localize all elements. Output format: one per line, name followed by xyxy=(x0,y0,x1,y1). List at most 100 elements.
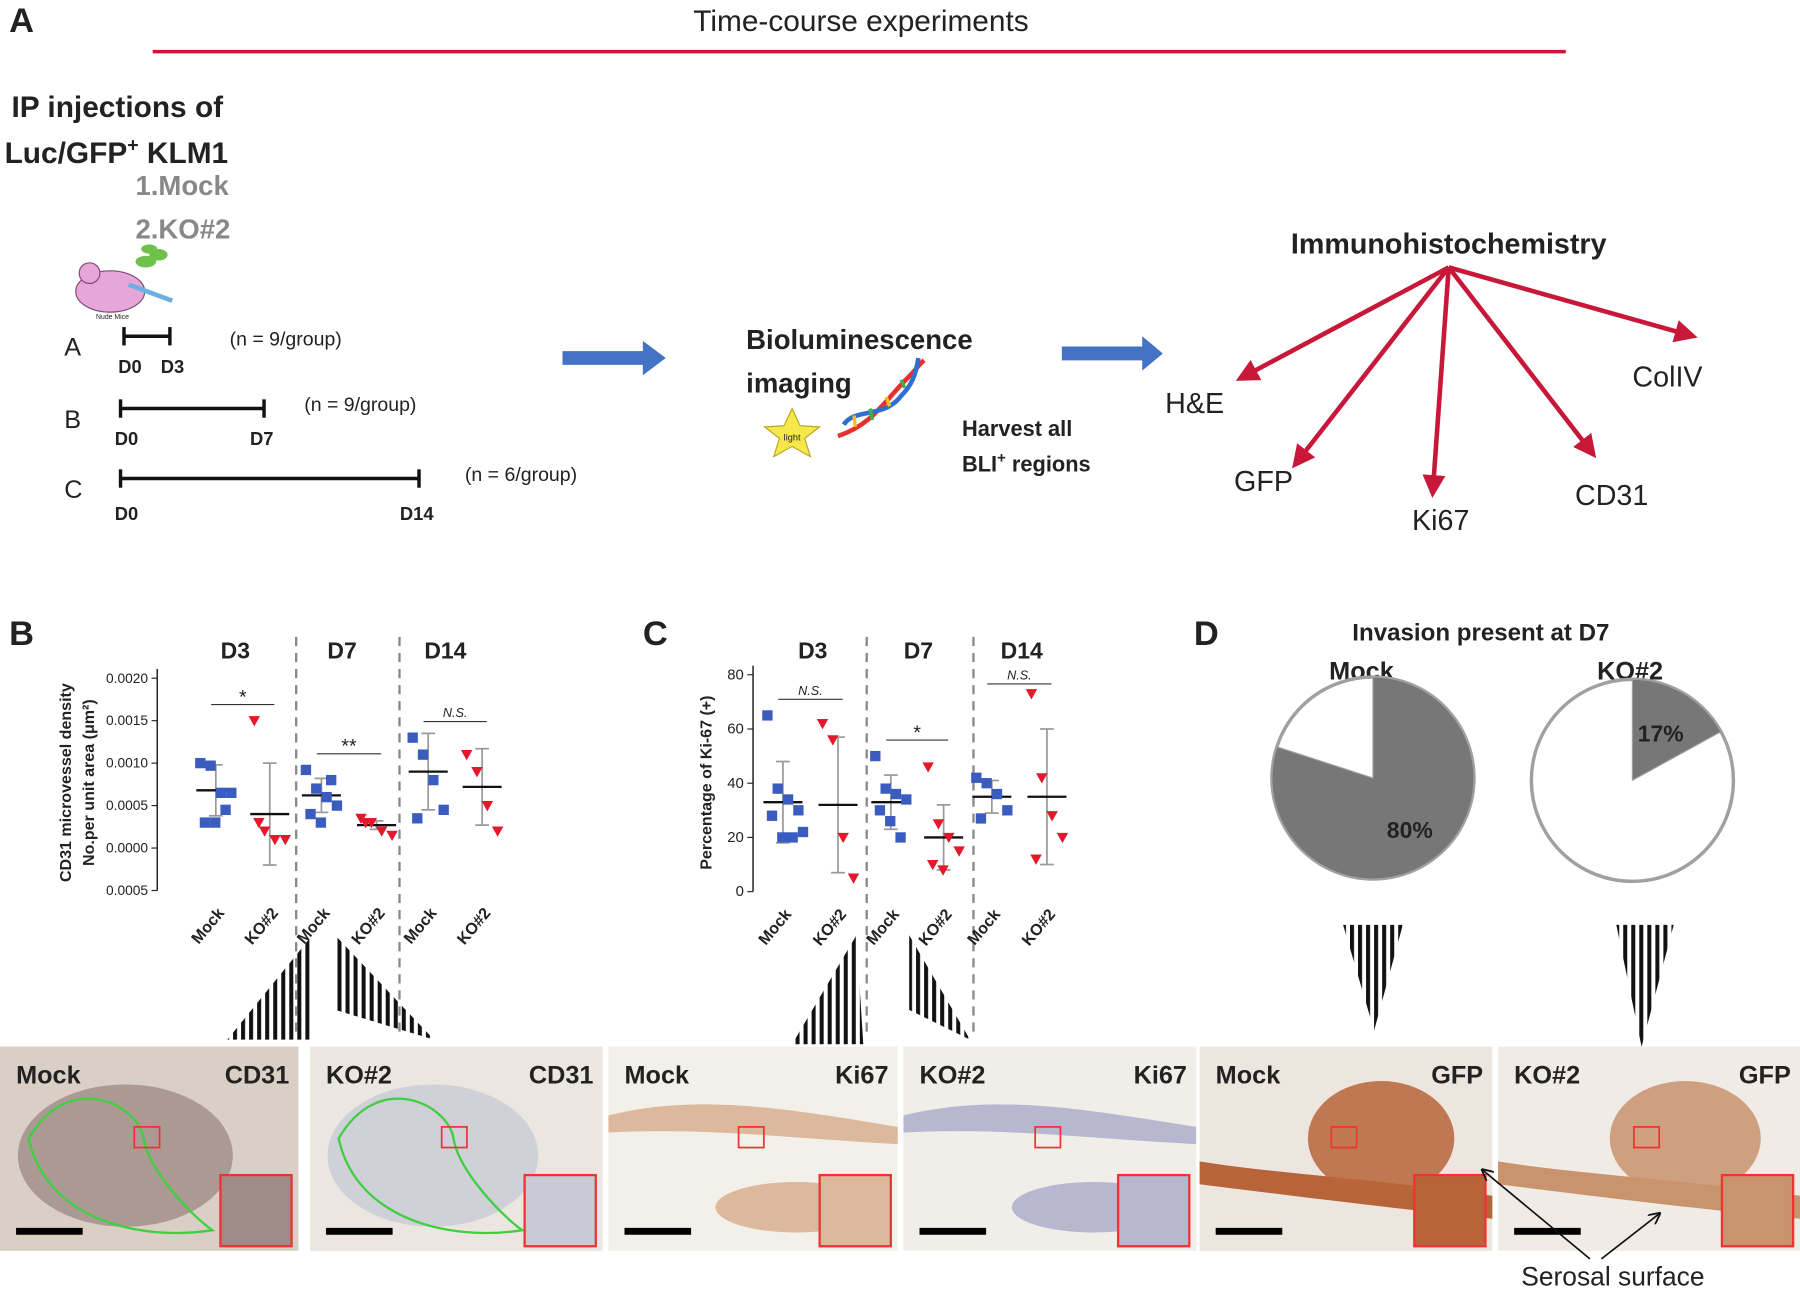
data-point xyxy=(880,783,891,794)
flow-arrow xyxy=(1061,336,1163,371)
data-point xyxy=(1046,811,1058,822)
ihc-arrow xyxy=(1448,265,1698,343)
data-point xyxy=(326,774,337,786)
annotation: Serosal surface xyxy=(1521,1261,1704,1291)
x-tick-label: Mock xyxy=(294,904,334,947)
data-point xyxy=(481,800,494,812)
data-point xyxy=(762,710,773,721)
y-axis-label: CD31 microvessel density xyxy=(57,683,75,882)
group-label: 1.Mock xyxy=(135,170,229,201)
dot-plot: C Percentage of Ki-67 (+) 0 20 40 60 80 D3 N.S. D… xyxy=(643,615,1069,1039)
inset xyxy=(818,1173,892,1248)
x-tick-label: KO#2 xyxy=(810,906,851,950)
pie-title: Invasion present at D7 xyxy=(1352,619,1609,646)
y-tick-label: 40 xyxy=(727,775,744,792)
ihc-target: ColIV xyxy=(1632,362,1703,394)
data-point xyxy=(300,764,312,776)
dna-icon xyxy=(837,357,926,439)
data-point xyxy=(460,750,473,761)
roi-box xyxy=(133,1126,161,1149)
data-point xyxy=(315,817,327,828)
data-point xyxy=(220,804,231,815)
data-point xyxy=(386,830,398,842)
group-label: D7 xyxy=(904,638,933,664)
scale-bar xyxy=(1514,1227,1581,1235)
injection-rest: KLM1 xyxy=(139,137,229,170)
significance-label: N.S. xyxy=(798,684,823,698)
data-point xyxy=(797,826,809,838)
scale-bar xyxy=(1215,1227,1283,1235)
significance-label: * xyxy=(239,686,247,708)
data-point xyxy=(199,817,211,828)
ihc-target: GFP xyxy=(1234,466,1293,498)
tissue xyxy=(1307,1080,1455,1196)
imaging-line1: Bioluminescence xyxy=(746,324,972,355)
injection-line2: Luc/GFP+ KLM1 xyxy=(5,134,229,169)
roi-box xyxy=(1034,1126,1062,1149)
data-point xyxy=(258,826,271,837)
tumor-outline xyxy=(27,1097,216,1234)
ihc-arrow xyxy=(1235,265,1450,381)
injection-line2-main: Luc/GFP xyxy=(5,137,128,170)
annotation-arrow xyxy=(1483,1171,1591,1260)
y-tick-label: 0.0020 xyxy=(106,671,148,686)
y-tick-label: 0.0005 xyxy=(106,883,148,898)
data-point xyxy=(895,832,906,843)
scale-bar xyxy=(326,1227,393,1235)
data-point xyxy=(1002,805,1013,816)
data-point xyxy=(215,787,227,799)
pie-slice xyxy=(1631,678,1722,782)
data-point xyxy=(1036,773,1048,784)
group-label: D3 xyxy=(221,638,250,664)
ihc-arrow xyxy=(1292,265,1451,469)
zoom-triangles xyxy=(227,924,1674,1047)
pie-value-label: 17% xyxy=(1638,721,1684,747)
data-point xyxy=(1030,854,1042,865)
y-axis-label: No.per unit area (μm²) xyxy=(80,699,98,866)
panel-label: B xyxy=(9,615,34,653)
x-tick-label: Mock xyxy=(188,904,228,947)
data-point xyxy=(827,735,839,746)
significance-label: N.S. xyxy=(443,706,468,720)
data-point xyxy=(885,815,896,827)
x-tick-label: Mock xyxy=(755,906,795,949)
data-point xyxy=(248,716,261,727)
group-label: D7 xyxy=(327,638,356,664)
mouse-label: Nude Mice xyxy=(96,314,129,321)
harvest-main: BLI xyxy=(962,452,997,477)
timeline-end-label: D3 xyxy=(161,356,184,377)
micrograph-stain: GFP xyxy=(1739,1061,1791,1089)
data-point xyxy=(837,832,849,844)
micrograph-label: Mock xyxy=(16,1061,82,1089)
data-point xyxy=(870,750,881,762)
data-point xyxy=(210,817,221,828)
timeline-start: D0 xyxy=(118,356,141,377)
harvest-line1: Harvest all xyxy=(962,416,1072,441)
dot-plot: B CD31 microvessel density No.per unit are… xyxy=(9,615,504,1039)
data-point xyxy=(847,873,860,884)
flow-arrow xyxy=(562,340,666,376)
star-label: light xyxy=(784,433,801,443)
ihc-target: Ki67 xyxy=(1412,505,1469,537)
scale-bar xyxy=(16,1227,83,1235)
y-tick-label: 0.0005 xyxy=(106,798,148,813)
x-tick-label: Mock xyxy=(400,904,440,947)
panel-label: C xyxy=(643,615,668,653)
roi-box xyxy=(1330,1126,1358,1149)
timeline-n: (n = 6/group) xyxy=(465,464,577,486)
injection-line1: IP injections of xyxy=(11,91,223,124)
data-point xyxy=(953,846,965,857)
data-point xyxy=(407,732,418,743)
micrograph-stain: CD31 xyxy=(225,1061,290,1089)
micrograph-label: KO#2 xyxy=(326,1061,392,1089)
data-point xyxy=(787,832,798,843)
scale-bar xyxy=(624,1227,692,1235)
x-tick-label: KO#2 xyxy=(1018,906,1059,950)
data-point xyxy=(321,791,332,803)
data-point xyxy=(438,804,449,815)
x-tick-label: Mock xyxy=(964,906,1004,949)
data-point xyxy=(793,805,804,816)
roi-box xyxy=(737,1126,765,1149)
